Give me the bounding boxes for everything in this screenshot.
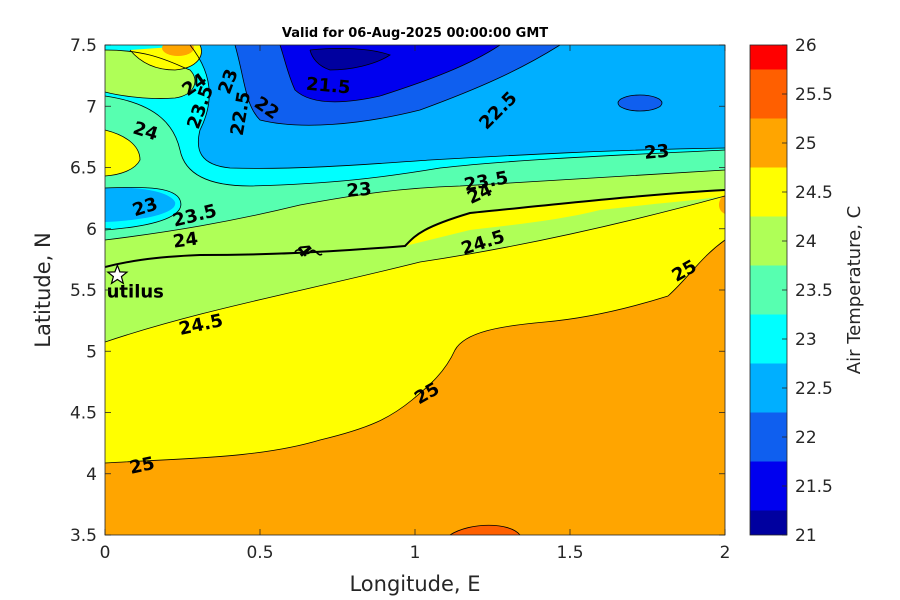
colorbar-swatch xyxy=(750,510,787,535)
marker-label: Nautilus xyxy=(79,281,163,302)
contour-label: 24 xyxy=(172,228,200,252)
markers: Nautilus xyxy=(79,263,164,302)
colorbar-swatch xyxy=(750,265,787,315)
y-tick-label: 4.5 xyxy=(70,404,97,424)
contour-23.5b xyxy=(179,149,725,187)
y-tick-label: 3.5 xyxy=(70,526,97,546)
chart-title: Valid for 06-Aug-2025 00:00:00 GMT xyxy=(282,26,548,41)
y-tick-label: 5 xyxy=(86,342,97,362)
x-axis-label: Longitude, E xyxy=(349,572,480,596)
colorbar-swatch xyxy=(750,45,787,70)
band-right-edge-orange xyxy=(718,195,725,214)
colorbar-swatch xyxy=(750,363,787,413)
contour-bottom xyxy=(449,524,521,535)
y-tick-label: 6 xyxy=(86,220,97,240)
x-tick-label: 1 xyxy=(410,543,421,563)
x-tick-label: 0 xyxy=(100,543,111,563)
contour-label: 23 xyxy=(643,141,670,164)
y-tick-label: 7 xyxy=(86,97,97,117)
colorbar-tick-label: 24.5 xyxy=(795,183,833,203)
contour-24 xyxy=(105,169,725,241)
colorbar-tick-label: 22.5 xyxy=(795,379,833,399)
band-left-yellow-lobe xyxy=(105,130,140,176)
band-top-left-orange xyxy=(162,45,194,56)
y-axis-ticks: 3.5 4 4.5 5 5.5 6 6.5 7 7.5 xyxy=(70,36,725,546)
colorbar-label: Air Temperature, C xyxy=(844,206,865,374)
contour-22 xyxy=(279,45,501,103)
colorbar-tick-label: 26 xyxy=(795,36,817,56)
colorbar-swatch xyxy=(750,69,787,119)
marker-star-icon xyxy=(106,263,129,285)
colorbar-swatch xyxy=(750,314,787,364)
colorbar-swatch xyxy=(750,167,787,217)
y-tick-label: 5.5 xyxy=(70,281,97,301)
contour-21.5 xyxy=(309,48,391,71)
colorbar xyxy=(750,45,787,535)
colorbar-swatch xyxy=(750,118,787,168)
y-axis-label: Latitude, N xyxy=(31,232,55,348)
colorbar-tick-label: 22 xyxy=(795,428,817,448)
colorbar-swatch xyxy=(750,216,787,266)
contour-plot: 25252524.524.52424242423.523.523.5232323… xyxy=(79,45,725,535)
colorbar-tick-label: 24 xyxy=(795,232,817,252)
band-21-21.5 xyxy=(310,48,390,70)
colorbar-tick-label: 25.5 xyxy=(795,85,833,105)
y-tick-label: 6.5 xyxy=(70,159,97,179)
contour-22.5 xyxy=(234,45,561,126)
contour-23b xyxy=(189,45,725,169)
colorbar-tick-label: 23.5 xyxy=(795,281,833,301)
colorbar-swatch xyxy=(750,461,787,511)
contour-24.5-bold xyxy=(105,189,725,268)
colorbar-tick-label: 21.5 xyxy=(795,477,833,497)
x-axis-ticks: 0 0.5 1 1.5 2 xyxy=(100,45,731,563)
y-tick-label: 4 xyxy=(86,465,97,485)
contour-label: 23 xyxy=(346,179,373,202)
band-bottom-red xyxy=(450,525,520,535)
contour-23 xyxy=(105,95,181,151)
contour-25 xyxy=(105,239,725,464)
colorbar-ticks: 21 21.5 22 22.5 23 23.5 24 24.5 25 25.5 26 xyxy=(782,36,833,546)
y-tick-label: 7.5 xyxy=(70,36,97,56)
contour-top-left xyxy=(105,49,196,99)
contour-top-left-2 xyxy=(129,45,202,71)
band-22-22.5-blob xyxy=(618,95,662,111)
x-tick-label: 0.5 xyxy=(246,543,273,563)
band-22.5-23-left xyxy=(105,187,176,222)
colorbar-tick-label: 23 xyxy=(795,330,817,350)
contour-label: 25 xyxy=(128,453,157,479)
contour-label: 21.5 xyxy=(305,74,351,99)
contour-blob xyxy=(617,94,663,112)
contour-lines xyxy=(105,45,725,535)
contour-23.5 xyxy=(105,186,182,231)
colorbar-swatch xyxy=(750,412,787,462)
contour-4-squiggle xyxy=(294,249,323,256)
colorbar-tick-label: 21 xyxy=(795,526,817,546)
contour-left-lobe xyxy=(105,129,141,177)
colorbar-tick-label: 25 xyxy=(795,134,817,154)
x-tick-label: 2 xyxy=(720,543,731,563)
x-tick-label: 1.5 xyxy=(556,543,583,563)
band-top-left-green xyxy=(105,50,195,99)
contour-24.5 xyxy=(105,195,725,343)
